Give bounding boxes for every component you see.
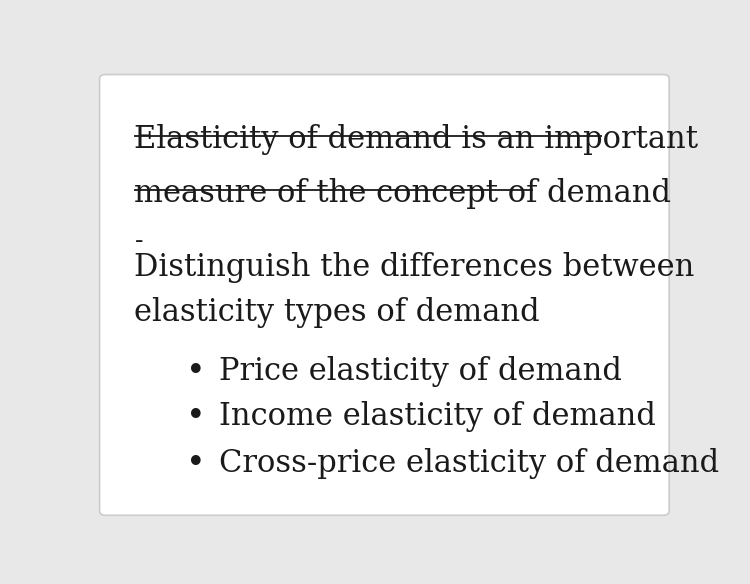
Text: Distinguish the differences between: Distinguish the differences between	[134, 252, 695, 283]
Text: Elasticity of demand is an important: Elasticity of demand is an important	[134, 124, 698, 155]
Text: Income elasticity of demand: Income elasticity of demand	[219, 401, 656, 432]
Text: elasticity types of demand: elasticity types of demand	[134, 297, 540, 328]
Text: •: •	[186, 401, 206, 433]
Text: -: -	[134, 230, 143, 253]
Text: Cross-price elasticity of demand: Cross-price elasticity of demand	[219, 448, 718, 479]
FancyBboxPatch shape	[100, 75, 669, 515]
Text: Price elasticity of demand: Price elasticity of demand	[219, 356, 622, 387]
Text: •: •	[186, 448, 206, 480]
Text: measure of the concept of demand: measure of the concept of demand	[134, 178, 671, 209]
Text: •: •	[186, 356, 206, 388]
